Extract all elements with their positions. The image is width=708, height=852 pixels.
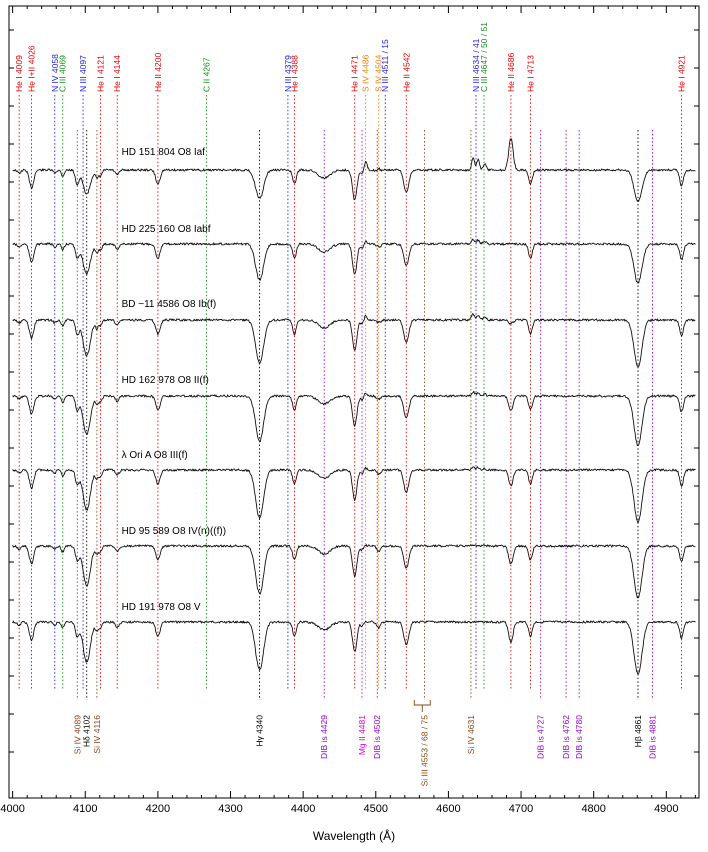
top-line-label: C III 4647 / 50 / 51 [479,22,489,92]
top-line-label: N IV 4058 [50,54,60,92]
series-label: HD 151 804 O8 Iaf [122,147,206,158]
top-line-label: He I 4713 [525,55,535,92]
spectrum-line [12,313,696,367]
axis-ticks: 4000 4100 4200 4300 4400 4500 4600 4700 4800 4900 [0,6,699,815]
top-line-label: He I 4121 [96,55,106,92]
spectrum-line [12,466,696,524]
x-tick-label: 4600 [436,803,460,815]
x-tick-label: 4300 [218,803,242,815]
series-label: HD 225 160 O8 Iabf [122,224,211,235]
bottom-line-label: DIB is 4881 [648,715,658,759]
spectrum-line [12,620,696,676]
top-line-label: S IV 4504 [374,54,384,92]
bottom-line-labels: Si IV 4089 Hδ 4102 Si IV 4116 Hγ 4340 DIB is… [72,715,657,787]
top-line-label: He I 4921 [677,55,687,92]
si-iii-bracket [413,700,431,706]
x-tick-label: 4500 [364,803,388,815]
top-line-label: He II 4686 [506,53,516,92]
x-tick-label: 4200 [146,803,170,815]
top-line-label: C III 4069 [58,55,68,92]
x-tick-label: 4100 [73,803,97,815]
bottom-line-label: Hγ 4340 [255,715,265,747]
top-line-label: C II 4267 [202,57,212,92]
bottom-line-label: DIB is 4762 [561,715,571,759]
series-label: λ Ori A O8 III(f) [122,450,188,461]
plot-frame [8,5,700,799]
bottom-line-label: Hδ 4102 [82,715,92,747]
top-line-label: N III 4097 [78,55,88,92]
bottom-line-label: Si IV 4631 [466,715,476,754]
series-label: HD 191 978 O8 V [122,602,201,613]
bottom-line-label: DIB is 4780 [574,715,584,759]
bottom-line-label: DIB is 4502 [372,715,382,759]
top-line-label: He I 4471 [350,55,360,92]
x-tick-label: 4000 [0,803,24,815]
bottom-line-label: Si IV 4089 [72,715,82,754]
top-line-label: He II 4542 [401,53,411,92]
top-line-label: He II 4200 [153,53,163,92]
bottom-line-label: DIB is 4727 [536,715,546,759]
top-line-label: S IV 4486 [361,54,371,92]
bottom-line-label: Si IV 4116 [92,715,102,754]
spectrum-line [12,543,696,599]
x-axis-label: Wavelength (Å) [313,828,395,843]
series-label: HD 162 978 O8 II(f) [122,375,209,386]
top-line-label: He I 4388 [289,55,299,92]
bottom-line-label: DIB is 4429 [319,715,329,759]
top-line-label: N III 4634 / 41 [471,38,481,92]
spectrum-line [12,238,696,284]
top-line-label: He I 4144 [112,55,122,92]
x-tick-label: 4900 [654,803,678,815]
spectrum-line [12,138,696,202]
top-line-label: N III 4511 / 15 [380,39,390,92]
top-line-label: He I 4009 [14,55,24,92]
bottom-line-label: Si III 4553 / 68 / 75 [419,715,429,787]
series-label: BD −11 4586 O8 Ib(f) [122,299,217,310]
bottom-line-label: Hβ 4861 [633,715,643,748]
top-line-label: He I+II 4026 [27,45,37,92]
x-tick-label: 4400 [291,803,315,815]
x-tick-label: 4700 [509,803,533,815]
top-line-label: N III 4379 [283,55,293,92]
spectra-group: HD 151 804 O8 Iaf HD 225 160 O8 Iabf BD −1… [12,138,696,676]
line-markers [18,95,683,712]
series-label: HD 95 589 O8 IV(n)((f)) [122,526,226,537]
x-tick-label: 4800 [581,803,605,815]
spectrum-line [12,390,696,447]
bottom-line-label: Mg II 4481 [357,715,367,755]
